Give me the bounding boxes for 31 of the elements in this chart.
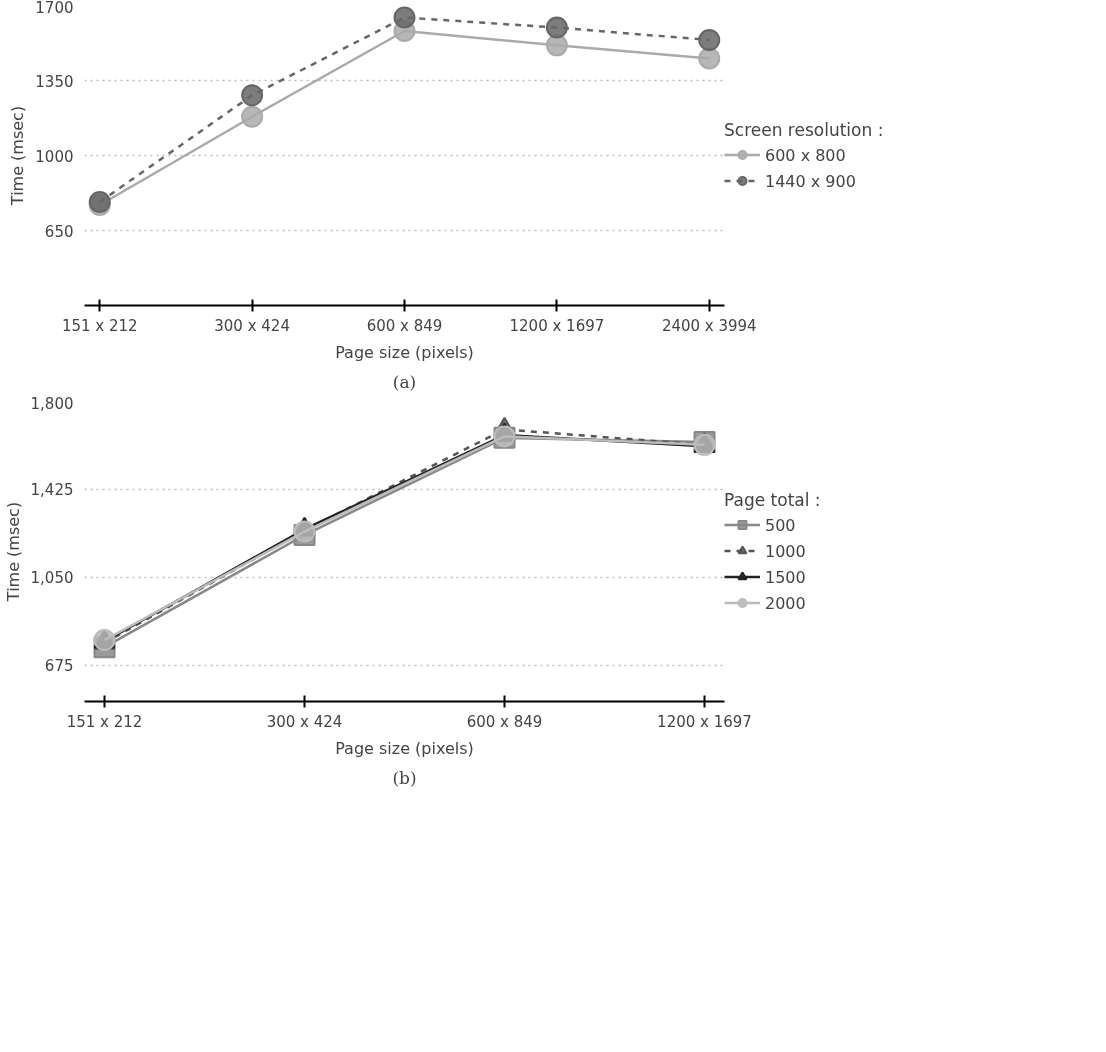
y-axis-title: Time (msec)	[3, 501, 23, 603]
y-axis-title: Time (msec)	[8, 105, 28, 207]
x-tick-label: 300 x 424	[266, 712, 343, 731]
text: (a)	[392, 371, 417, 392]
x-axis-title: Page size (pixels)	[335, 738, 474, 758]
x-tick-label: 600 x 849	[366, 316, 443, 335]
legend-label: 1500	[765, 567, 806, 586]
x-tick-label: 1200 x 1697	[509, 316, 605, 335]
y-tick-label: 1000	[35, 147, 74, 166]
text: (b)	[392, 767, 417, 788]
legend-label: 600 x 800	[765, 145, 846, 164]
y-tick-label: 1,800	[30, 394, 74, 413]
legend-title: Page total :	[724, 489, 821, 510]
y-tick-label: 1700	[35, 0, 74, 17]
x-tick-label: 151 x 212	[66, 712, 143, 731]
x-axis-title: Page size (pixels)	[335, 342, 474, 362]
legend-label: 2000	[765, 593, 806, 612]
y-tick-label: 1,050	[30, 569, 74, 588]
x-tick-label: 1200 x 1697	[657, 712, 752, 731]
legend-label: 1000	[765, 541, 806, 560]
legend-title: Screen resolution :	[724, 119, 884, 140]
legend-label: 500	[765, 515, 796, 534]
y-tick-label: 650	[44, 222, 74, 241]
x-tick-label: 600 x 849	[466, 712, 543, 731]
y-tick-label: 1,425	[30, 481, 74, 500]
x-tick-label: 300 x 424	[214, 316, 290, 335]
x-tick-label: 151 x 212	[61, 316, 138, 335]
y-tick-label: 675	[44, 657, 74, 676]
y-tick-label: 1350	[35, 72, 74, 91]
x-tick-label: 2400 x 3994	[661, 316, 757, 335]
legend-label: 1440 x 900	[765, 171, 856, 190]
